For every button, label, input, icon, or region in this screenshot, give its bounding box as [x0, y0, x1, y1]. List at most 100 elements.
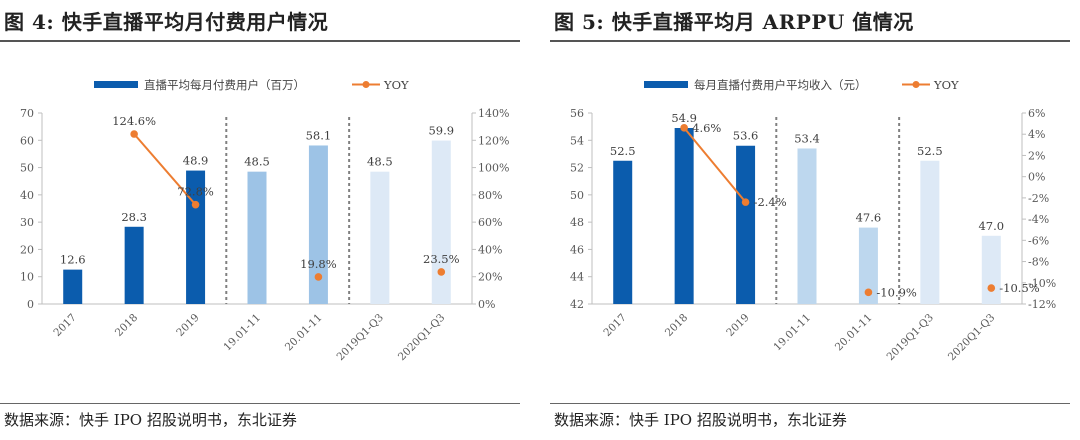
bar	[186, 170, 206, 304]
x-tick-label: 2020Q1-Q3	[396, 312, 448, 364]
y-tick-label: 56	[570, 107, 584, 120]
x-tick-label: 2018	[663, 312, 690, 339]
y-tick-label: 70	[20, 107, 34, 120]
bar	[247, 171, 267, 304]
chart-panel-arppu: 图 5: 快手直播平均月 ARPPU 值情况 每月直播付费用户平均收入（元） YO…	[550, 0, 1080, 440]
x-tick-label: 20.01-11	[283, 312, 325, 354]
bar-value-label: 48.9	[183, 154, 209, 168]
y-tick-label: 42	[570, 298, 584, 311]
bar-value-label: 54.9	[671, 111, 697, 125]
yoy-point	[741, 198, 750, 206]
legend-bar-label: 直播平均每月付费用户（百万）	[144, 78, 305, 92]
y2-tick-label: -8%	[1028, 256, 1049, 269]
bar-value-label: 53.4	[794, 131, 820, 145]
yoy-point	[987, 284, 996, 292]
source-note: 数据来源：快手 IPO 招股说明书，东北证券	[4, 411, 297, 429]
y2-tick-label: 100%	[478, 162, 509, 175]
bar	[124, 226, 144, 304]
y-tick-label: 0	[27, 298, 34, 311]
footer-divider	[0, 403, 520, 404]
x-tick-label: 2019Q1-Q3	[884, 312, 936, 364]
chart-title: 图 5: 快手直播平均月 ARPPU 值情况	[554, 10, 914, 34]
y2-tick-label: 6%	[1028, 107, 1045, 120]
y2-tick-label: 0%	[1028, 171, 1045, 184]
y2-tick-label: 60%	[478, 216, 502, 229]
bar	[981, 235, 1001, 304]
bar	[797, 148, 817, 304]
title-divider	[550, 40, 1070, 42]
x-tick-label: 2018	[113, 312, 140, 339]
chart-panel-paying-users: 图 4: 快手直播平均月付费用户情况 直播平均每月付费用户（百万） YOY 0 10 2…	[0, 0, 530, 440]
bar	[920, 160, 940, 304]
x-tick-label: 20.01-11	[833, 312, 875, 354]
y2-tick-label: -4%	[1028, 213, 1049, 226]
bar-value-label: 48.5	[244, 155, 270, 169]
y2-tick-label: 140%	[478, 107, 509, 120]
yoy-point	[680, 124, 688, 132]
x-tick-label: 2017	[51, 312, 78, 339]
bar-value-label: 48.5	[367, 155, 393, 169]
yoy-point	[191, 200, 200, 209]
legend-bar-label: 每月直播付费用户平均收入（元）	[694, 78, 867, 92]
y-tick-label: 30	[20, 216, 34, 229]
bar	[431, 140, 451, 304]
y-tick-label: 50	[570, 189, 584, 202]
bar	[858, 227, 878, 304]
y2-tick-label: -10%	[1028, 277, 1056, 290]
yoy-value-label: -10.5%	[999, 281, 1039, 295]
paying-users-chart: 直播平均每月付费用户（百万） YOY 0 10 20 30 40 50 60 70 0% 20% 40%…	[20, 78, 509, 364]
x-tick-label: 2019	[724, 312, 751, 339]
bar	[370, 171, 390, 304]
legend-line-marker	[362, 81, 370, 88]
bar-value-label: 47.6	[856, 211, 882, 225]
y-tick-label: 44	[570, 271, 584, 284]
y2-tick-label: 120%	[478, 134, 509, 147]
x-tick-label: 19.01-11	[771, 312, 813, 354]
legend-line-marker	[912, 81, 920, 88]
y2-tick-label: -2%	[1028, 192, 1049, 205]
bar-value-label: 59.9	[428, 124, 454, 138]
y-tick-label: 46	[570, 243, 584, 256]
bar-value-label: 47.0	[978, 219, 1004, 233]
y2-tick-label: 0%	[478, 298, 495, 311]
y-tick-label: 52	[570, 162, 584, 175]
bar-value-label: 52.5	[917, 144, 943, 158]
y-tick-label: 54	[570, 134, 584, 147]
legend-line-label: YOY	[933, 78, 959, 92]
x-tick-label: 2019Q1-Q3	[334, 312, 386, 364]
bar-value-label: 53.6	[733, 129, 759, 143]
footer-divider	[550, 403, 1070, 404]
y-tick-label: 20	[20, 243, 34, 256]
yoy-line-segment	[683, 127, 747, 203]
arppu-chart: 每月直播付费用户平均收入（元） YOY 42 44 46 48 50 52 54 56 -12% -1…	[570, 78, 1056, 364]
bar-value-label: 28.3	[121, 210, 147, 224]
y-tick-label: 50	[20, 162, 34, 175]
yoy-value-label: -2.4%	[754, 195, 787, 209]
yoy-value-label: 72.8%	[177, 185, 214, 199]
x-tick-label: 19.01-11	[221, 312, 263, 354]
yoy-point	[314, 273, 323, 281]
bar	[736, 145, 756, 304]
y2-tick-label: 2%	[1028, 149, 1045, 162]
bar	[63, 269, 83, 304]
yoy-value-label: 124.6%	[112, 114, 156, 128]
y2-tick-label: 4%	[1028, 128, 1045, 141]
y2-tick-label: -12%	[1028, 298, 1056, 311]
x-tick-label: 2019	[174, 312, 201, 339]
bar-value-label: 58.1	[306, 128, 332, 142]
chart-title: 图 4: 快手直播平均月付费用户情况	[4, 10, 329, 34]
legend-line-label: YOY	[383, 78, 409, 92]
title-divider	[0, 40, 520, 42]
yoy-value-label: -10.9%	[876, 285, 916, 299]
y-tick-label: 60	[20, 134, 34, 147]
bar-value-label: 12.6	[60, 253, 86, 267]
bar	[674, 128, 694, 304]
bar	[308, 145, 328, 304]
legend-bar-swatch	[94, 81, 138, 88]
x-tick-label: 2017	[601, 312, 628, 339]
yoy-value-label: 19.8%	[300, 257, 337, 271]
legend-bar-swatch	[644, 81, 688, 88]
yoy-value-label: 23.5%	[423, 252, 460, 266]
yoy-point	[864, 288, 873, 297]
y2-tick-label: 40%	[478, 243, 502, 256]
